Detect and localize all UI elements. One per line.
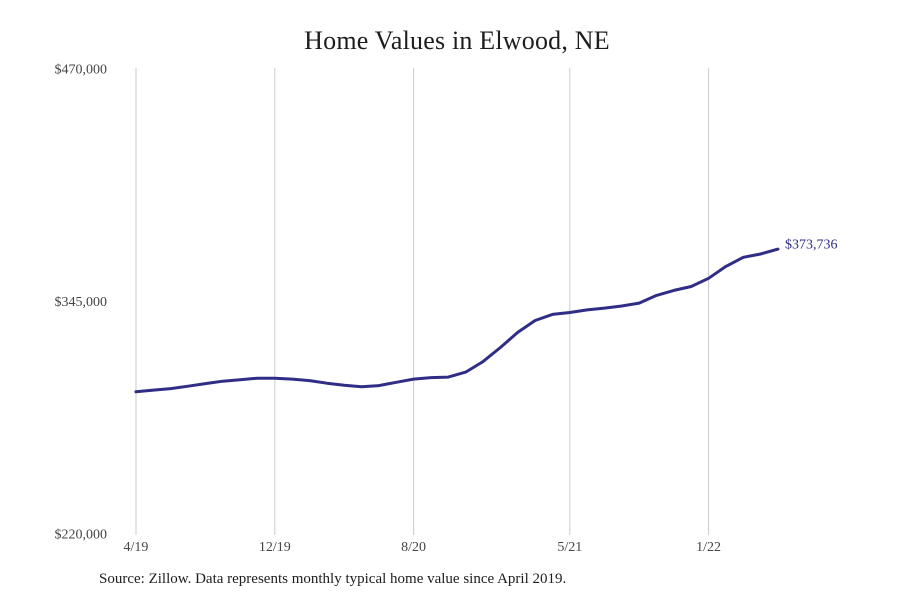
x-axis-tick-label: 5/21 [557,540,582,555]
y-axis-tick-label: $345,000 [55,295,108,310]
x-axis-tick-label: 4/19 [124,540,149,555]
y-axis-tick-label: $220,000 [55,528,108,543]
chart-title: Home Values in Elwood, NE [304,26,610,55]
x-axis-tick-label: 1/22 [696,540,721,555]
home-value-series-line [134,247,780,394]
latest-value-label: $373,736 [785,238,838,253]
x-axis-tick-label: 12/19 [259,540,291,555]
x-axis-tick-label: 8/20 [401,540,426,555]
source-note: Source: Zillow. Data represents monthly … [99,571,567,587]
y-axis-tick-label: $470,000 [55,63,108,78]
